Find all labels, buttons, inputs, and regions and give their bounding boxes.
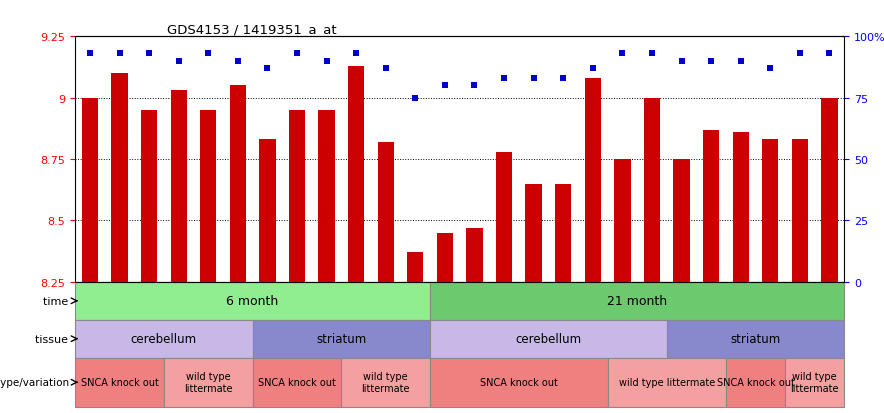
Bar [259, 140, 276, 282]
Bar [82, 98, 98, 282]
Bar [408, 253, 423, 282]
FancyBboxPatch shape [431, 358, 607, 407]
Bar [437, 233, 453, 282]
Text: wild type
littermate: wild type littermate [184, 372, 232, 393]
FancyBboxPatch shape [785, 358, 844, 407]
Bar [733, 133, 749, 282]
Text: SNCA knock out: SNCA knock out [480, 377, 558, 387]
Text: time: time [43, 296, 75, 306]
Text: cerebellum: cerebellum [131, 332, 197, 345]
Bar [792, 140, 808, 282]
Bar [703, 130, 720, 282]
Text: wild type
littermate: wild type littermate [790, 372, 839, 393]
Bar [525, 184, 542, 282]
FancyBboxPatch shape [431, 320, 667, 358]
Bar [821, 98, 837, 282]
Text: cerebellum: cerebellum [515, 332, 582, 345]
Text: genotype/variation: genotype/variation [0, 377, 75, 387]
Bar [348, 66, 364, 282]
Text: wild type littermate: wild type littermate [619, 377, 715, 387]
Bar [614, 160, 630, 282]
FancyBboxPatch shape [75, 320, 253, 358]
Bar [141, 111, 157, 282]
Text: SNCA knock out: SNCA knock out [258, 377, 336, 387]
Bar [555, 184, 571, 282]
FancyBboxPatch shape [253, 358, 341, 407]
Bar [111, 74, 127, 282]
Bar [200, 111, 217, 282]
Bar [644, 98, 660, 282]
Text: striatum: striatum [316, 332, 367, 345]
Bar [762, 140, 779, 282]
Bar [318, 111, 335, 282]
FancyBboxPatch shape [75, 358, 164, 407]
FancyBboxPatch shape [667, 320, 844, 358]
Bar [496, 152, 512, 282]
FancyBboxPatch shape [253, 320, 431, 358]
Bar [584, 79, 601, 282]
FancyBboxPatch shape [607, 358, 726, 407]
Text: striatum: striatum [730, 332, 781, 345]
Text: SNCA knock out: SNCA knock out [717, 377, 795, 387]
FancyBboxPatch shape [164, 358, 253, 407]
Text: GDS4153 / 1419351_a_at: GDS4153 / 1419351_a_at [167, 23, 337, 36]
FancyBboxPatch shape [75, 282, 431, 320]
FancyBboxPatch shape [726, 358, 785, 407]
Bar [377, 142, 394, 282]
Text: 6 month: 6 month [226, 294, 278, 308]
Text: tissue: tissue [35, 334, 75, 344]
Bar [230, 86, 246, 282]
Bar [289, 111, 305, 282]
Text: SNCA knock out: SNCA knock out [80, 377, 158, 387]
FancyBboxPatch shape [431, 282, 844, 320]
Text: wild type
littermate: wild type littermate [362, 372, 410, 393]
Bar [674, 160, 690, 282]
Bar [467, 228, 483, 282]
Bar [171, 91, 187, 282]
Text: 21 month: 21 month [607, 294, 667, 308]
FancyBboxPatch shape [341, 358, 431, 407]
